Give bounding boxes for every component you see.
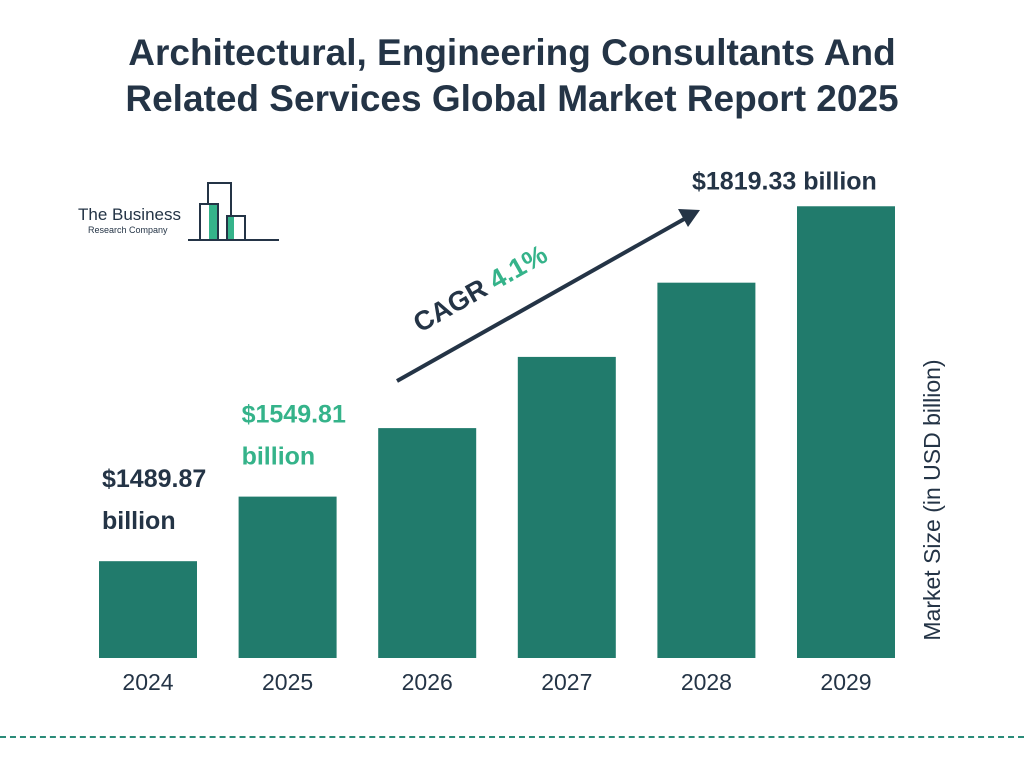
data-label-2024-line-1: $1489.87: [102, 465, 206, 493]
cagr-label: CAGR: [408, 269, 499, 338]
data-label-2025-line-2: billion: [242, 443, 316, 471]
x-tick-label-2025: 2025: [262, 669, 313, 695]
bar-2024: [99, 561, 197, 658]
x-tick-label-2024: 2024: [122, 669, 173, 695]
data-label-2025-line-1: $1549.81: [242, 401, 346, 429]
cagr-arrowhead-icon: [678, 209, 700, 227]
cagr-annotation: CAGR 4.1%: [408, 239, 552, 338]
logo-name: The Business: [78, 205, 181, 224]
footer-divider: [0, 736, 1024, 738]
company-logo: The Business Research Company: [78, 180, 288, 250]
bar-2027: [517, 356, 616, 658]
bar-2028: [657, 282, 756, 658]
logo-subtitle: Research Company: [88, 225, 168, 235]
data-label-2029-line-1: $1819.33 billion: [692, 167, 877, 195]
x-tick-label-2027: 2027: [541, 669, 592, 695]
logo-buildings-icon: [188, 182, 279, 241]
chart-title-line-1: Architectural, Engineering Consultants A…: [128, 32, 896, 73]
chart-title-line-2: Related Services Global Market Report 20…: [125, 78, 899, 119]
x-tick-label-2028: 2028: [681, 669, 732, 695]
chart-title: Architectural, Engineering Consultants A…: [0, 30, 1024, 122]
bar-2029: [797, 206, 895, 659]
bar-2025: [238, 496, 337, 658]
y-axis-label: Market Size (in USD billion): [919, 359, 945, 640]
cagr-value: 4.1%: [484, 239, 552, 295]
x-tick-label-2026: 2026: [402, 669, 453, 695]
data-label-2024-line-2: billion: [102, 507, 176, 535]
cagr-arrow-line: [396, 216, 687, 383]
bar-2026: [378, 428, 477, 658]
x-tick-label-2029: 2029: [820, 669, 871, 695]
